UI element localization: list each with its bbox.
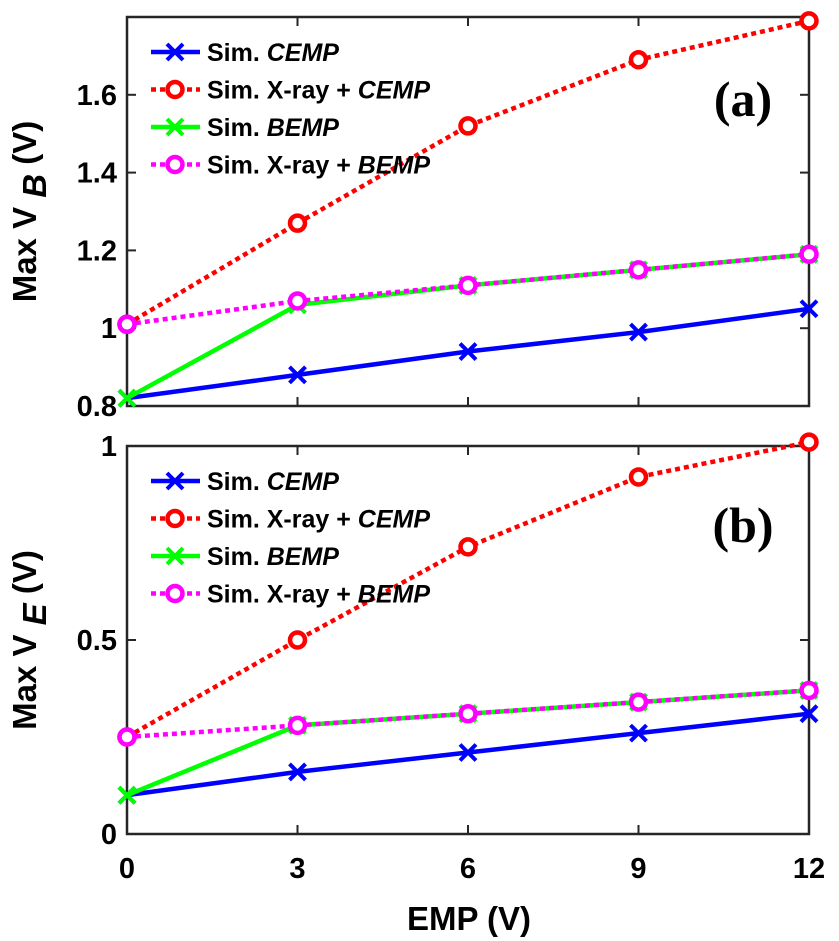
data-point-3 [799, 680, 819, 701]
data-point-1 [458, 116, 478, 136]
data-point-3 [458, 275, 478, 296]
legend: Sim. CEMP Sim. X-ray + CEMP Sim. BEMP Sim. … [151, 468, 430, 609]
data-point-3 [287, 291, 308, 311]
legend-marker [165, 42, 185, 62]
data-point-1 [799, 432, 819, 452]
data-point-0 [458, 743, 478, 762]
axes-box [125, 444, 811, 836]
panel-label: (b) [712, 497, 773, 553]
legend-marker [165, 471, 185, 491]
legend-marker [165, 79, 185, 100]
data-point-1 [799, 11, 819, 31]
y-tick-label: 0.8 [77, 391, 117, 423]
data-point-0 [288, 365, 307, 385]
y-axis-title: Max V E (V) [6, 550, 53, 730]
legend-entry: Sim. BEMP [207, 114, 339, 142]
data-point-1 [628, 50, 649, 70]
panel-label: (a) [714, 71, 772, 127]
data-point-3 [628, 260, 649, 280]
legend-entry: Sim. X-ray + CEMP [207, 77, 430, 105]
y-tick-label: 1.6 [77, 80, 117, 112]
data-point-1 [287, 213, 308, 233]
data-point-2 [117, 388, 137, 408]
data-point-3 [458, 703, 478, 724]
legend-entry: Sim. X-ray + BEMP [207, 581, 430, 609]
data-point-1 [458, 537, 478, 557]
y-tick-label: 1.4 [77, 158, 117, 190]
data-point-3 [628, 692, 649, 712]
data-point-3 [799, 244, 819, 265]
x-tick-label: 3 [289, 853, 305, 885]
legend: Sim. CEMP Sim. X-ray + CEMP Sim. BEMP Sim. … [151, 39, 430, 180]
x-tick-label: 0 [119, 853, 135, 885]
legend-marker [165, 546, 185, 566]
legend-entry: Sim. BEMP [207, 543, 339, 571]
legend-entry: Sim. CEMP [207, 468, 339, 496]
data-point-0 [799, 704, 819, 724]
data-point-3 [117, 727, 137, 747]
data-point-1 [628, 467, 649, 487]
data-point-1 [287, 630, 308, 650]
data-point-0 [288, 762, 307, 782]
legend-marker [165, 508, 185, 529]
x-tick-label: 9 [630, 853, 646, 885]
y-tick-label: 1 [101, 313, 117, 345]
x-axis-title: EMP (V) [407, 900, 531, 937]
legend-entry: Sim. X-ray + BEMP [207, 152, 430, 180]
data-point-3 [117, 314, 137, 335]
data-point-3 [287, 715, 308, 736]
axes-box [125, 15, 811, 408]
data-point-0 [629, 723, 648, 743]
y-tick-label: 1.2 [77, 235, 117, 267]
x-tick-label: 6 [460, 853, 476, 885]
data-point-0 [799, 299, 819, 319]
data-point-0 [458, 342, 478, 361]
series-line-3 [126, 688, 810, 740]
y-tick-label: 0.5 [77, 625, 117, 657]
y-axis-title: Max V B (V) [6, 121, 53, 303]
data-point-2 [117, 785, 137, 805]
data-point-0 [629, 322, 648, 342]
legend-entry: Sim. X-ray + CEMP [207, 506, 430, 534]
legend-marker [165, 154, 185, 175]
y-tick-label: 1 [101, 431, 117, 463]
legend-marker [165, 583, 185, 604]
legend-marker [165, 117, 185, 137]
x-tick-label: 12 [793, 853, 825, 885]
y-tick-label: 0 [101, 819, 117, 851]
legend-entry: Sim. CEMP [207, 39, 339, 67]
